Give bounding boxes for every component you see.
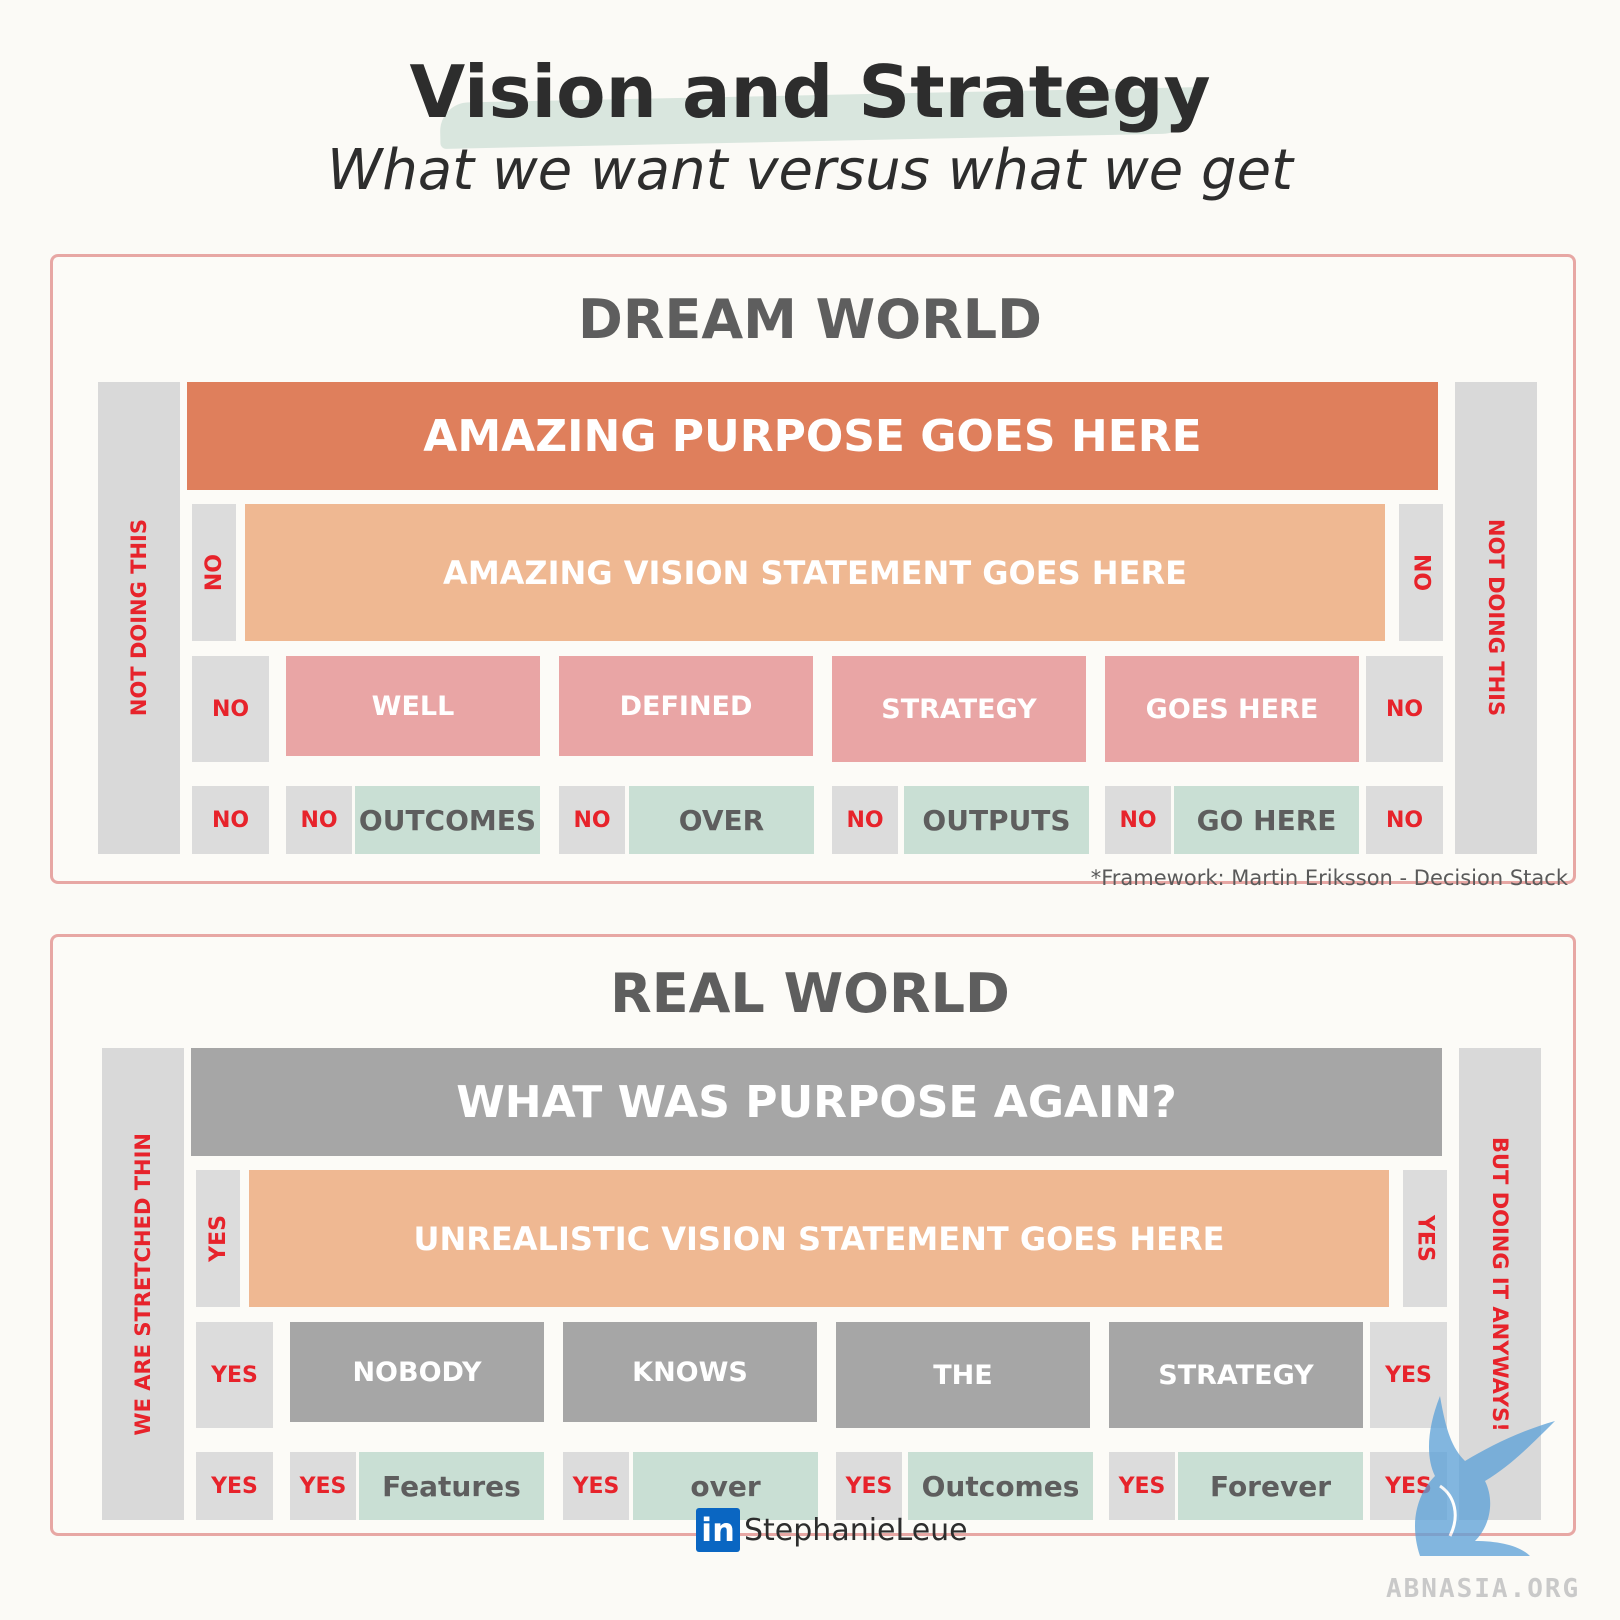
dream-strategy-block: WELL [286,656,540,756]
real-strategy-block: NOBODY [290,1322,544,1422]
real-outcome: Outcomes [908,1452,1093,1520]
dream-outcome: OUTPUTS [904,786,1089,854]
dream-outcome: GO HERE [1174,786,1359,854]
dream-strategy-block: DEFINED [559,656,813,756]
dream-outcome-marker: NO [832,786,898,854]
watermark-text: ABNASIA.ORG [1386,1574,1581,1604]
real-strategy-block: KNOWS [563,1322,817,1422]
real-outcome-marker: YES [290,1452,356,1520]
real-outcome: Forever [1178,1452,1363,1520]
page-subtitle: What we want versus what we get [327,138,1293,203]
real-vision-flank-right: YES [1403,1170,1447,1307]
real-world-heading: REAL WORLD [610,962,1010,1025]
real-vision-flank-left-label: YES [205,1215,231,1262]
dream-bottom-flank-left: NO [192,786,269,854]
real-side-right-label: BUT DOING IT ANYWAYS! [1488,1136,1512,1432]
real-vision-flank-left: YES [196,1170,240,1307]
dream-outcome-marker: NO [286,786,352,854]
real-outcome-marker: YES [1109,1452,1175,1520]
real-vision-flank-right-label: YES [1412,1215,1438,1262]
real-outcome: Features [359,1452,544,1520]
dream-vision-flank-left: NO [192,504,236,641]
real-bottom-flank-left: YES [196,1452,273,1520]
real-side-left: WE ARE STRETCHED THIN [102,1048,184,1520]
dream-strategy-flank-right: NO [1366,656,1443,762]
page-title: Vision and Strategy [409,50,1211,134]
real-strategy-flank-right: YES [1370,1322,1447,1428]
dream-outcome-marker: NO [559,786,625,854]
dream-side-left: NOT DOING THIS [98,382,180,854]
watermark-logo-icon [1415,1396,1555,1556]
dream-strategy-block: GOES HERE [1105,656,1359,762]
author-name: StephanieLeue [744,1512,968,1548]
linkedin-icon: in [696,1508,740,1552]
framework-credit: *Framework: Martin Eriksson - Decision S… [1090,866,1568,890]
dream-purpose-bar: AMAZING PURPOSE GOES HERE [187,382,1438,490]
dream-outcome-marker: NO [1105,786,1171,854]
dream-vision-flank-left-label: NO [201,553,227,592]
footer-attribution[interactable]: in StephanieLeue [696,1508,968,1552]
real-outcome-marker: YES [563,1452,629,1520]
dream-strategy-flank-left: NO [192,656,269,762]
real-purpose-bar: WHAT WAS PURPOSE AGAIN? [191,1048,1442,1156]
real-strategy-block: STRATEGY [1109,1322,1363,1428]
dream-outcome: OVER [629,786,814,854]
dream-side-left-label: NOT DOING THIS [127,519,151,717]
dream-side-right: NOT DOING THIS [1455,382,1537,854]
dream-vision-flank-right: NO [1399,504,1443,641]
dream-side-right-label: NOT DOING THIS [1484,519,1508,717]
real-strategy-flank-left: YES [196,1322,273,1428]
real-strategy-block: THE [836,1322,1090,1428]
dream-strategy-block: STRATEGY [832,656,1086,762]
dream-vision-flank-right-label: NO [1408,553,1434,592]
dream-world-heading: DREAM WORLD [578,288,1042,351]
real-side-left-label: WE ARE STRETCHED THIN [131,1132,155,1436]
dream-vision-bar: AMAZING VISION STATEMENT GOES HERE [245,504,1385,641]
real-outcome: over [633,1452,818,1520]
dream-bottom-flank-right: NO [1366,786,1443,854]
dream-outcome: OUTCOMES [355,786,540,854]
real-outcome-marker: YES [836,1452,902,1520]
real-vision-bar: UNREALISTIC VISION STATEMENT GOES HERE [249,1170,1389,1307]
